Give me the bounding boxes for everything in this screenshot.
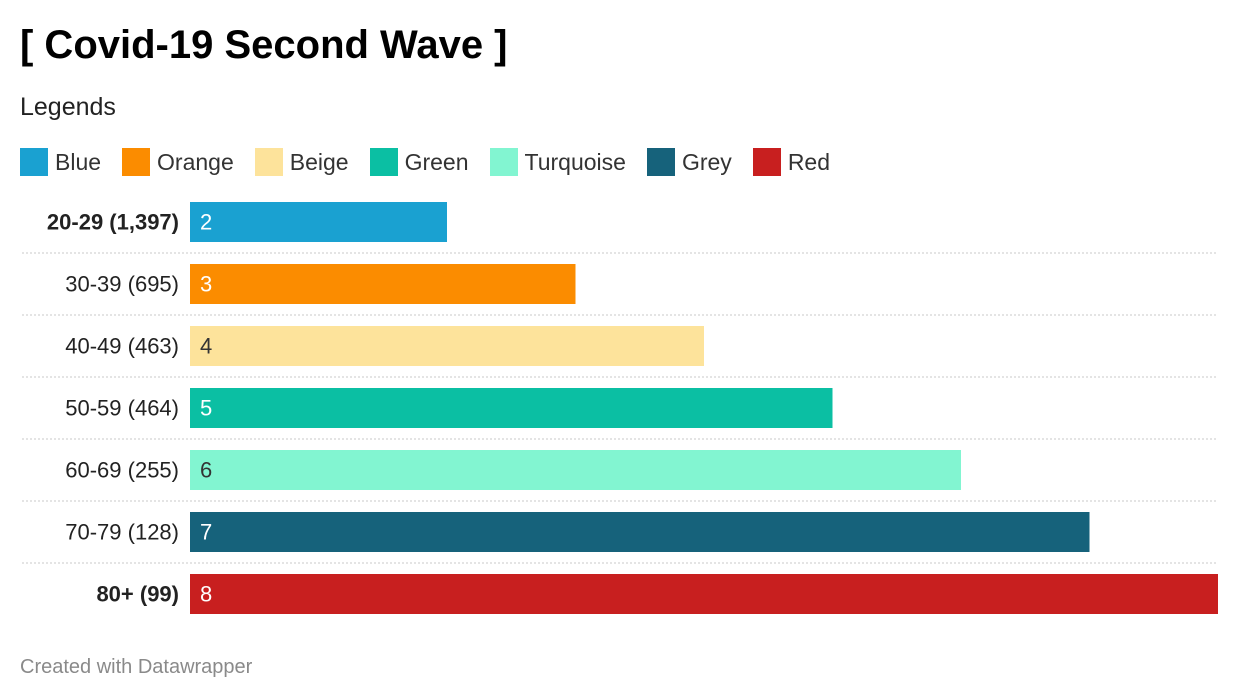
footer-credit: Created with Datawrapper: [20, 656, 253, 678]
legend-label-blue: Blue: [55, 148, 102, 175]
legend-item-orange: Orange: [122, 148, 234, 176]
bar-30-39-695: [190, 264, 576, 304]
category-label-50-59-464: 50-59 (464): [65, 396, 179, 421]
legend-swatch-blue: [20, 148, 48, 176]
legend-label-orange: Orange: [157, 148, 234, 175]
legend-heading: Legends: [20, 93, 116, 121]
legend-label-red: Red: [787, 148, 831, 175]
chart-title: [ Covid-19 Second Wave ]: [20, 23, 508, 67]
value-label-80-99: 8: [200, 582, 212, 607]
legend-item-grey: Grey: [646, 148, 732, 176]
value-label-40-49-463: 4: [200, 334, 212, 359]
legend-item-green: Green: [369, 148, 469, 176]
value-label-30-39-695: 3: [200, 272, 212, 297]
legend-item-beige: Beige: [254, 148, 349, 176]
legend-swatch-green: [369, 148, 398, 176]
legend-label-green: Green: [404, 148, 469, 175]
bar-40-49-463: [190, 326, 704, 366]
category-label-80-99: 80+ (99): [96, 582, 179, 607]
value-label-70-79-128: 7: [200, 520, 212, 545]
category-label-20-29-1-397: 20-29 (1,397): [47, 210, 179, 235]
legend-item-turquoise: Turquoise: [489, 148, 626, 176]
category-label-30-39-695: 30-39 (695): [65, 272, 179, 297]
bar-70-79-128: [190, 512, 1090, 552]
legend-swatch-orange: [122, 148, 151, 176]
value-label-60-69-255: 6: [200, 458, 212, 483]
legend-item-blue: Blue: [20, 148, 101, 176]
legend-swatch-grey: [646, 148, 675, 176]
legend-swatch-beige: [254, 148, 283, 176]
legend-label-beige: Beige: [289, 148, 349, 175]
legend-label-grey: Grey: [681, 148, 732, 175]
bar-20-29-1-397: [190, 202, 447, 242]
bar-50-59-464: [190, 388, 833, 428]
category-label-70-79-128: 70-79 (128): [65, 520, 179, 545]
legend-swatch-turquoise: [489, 148, 518, 176]
legend-label-turquoise: Turquoise: [524, 148, 626, 175]
category-label-60-69-255: 60-69 (255): [65, 458, 179, 483]
legend-item-red: Red: [752, 148, 831, 176]
bar-60-69-255: [190, 450, 961, 490]
category-label-40-49-463: 40-49 (463): [65, 334, 179, 359]
legend: Blue Orange Beige Green Turquoise Grey R…: [20, 148, 851, 176]
value-label-20-29-1-397: 2: [200, 210, 212, 235]
legend-swatch-red: [752, 148, 781, 176]
bar-80-99: [190, 574, 1218, 614]
value-label-50-59-464: 5: [200, 396, 212, 421]
